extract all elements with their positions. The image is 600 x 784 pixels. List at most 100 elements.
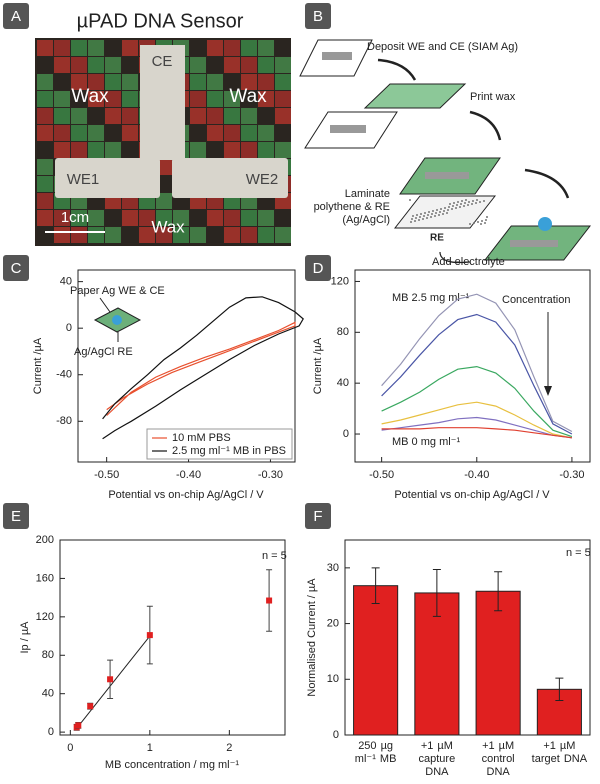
series-line — [381, 416, 572, 439]
photo-cell — [224, 227, 240, 243]
electrode — [425, 172, 469, 179]
speckle — [469, 223, 471, 225]
photo-cell — [258, 74, 274, 90]
speckle — [483, 200, 485, 202]
photo-cell — [122, 57, 138, 73]
annotation: n = 5 — [262, 550, 287, 562]
inset-droplet — [112, 315, 122, 325]
plot-frame — [77, 269, 296, 463]
photo-cell — [88, 91, 104, 107]
photo-cell — [241, 91, 257, 107]
photo-cell — [37, 142, 53, 158]
photo-cell — [37, 91, 53, 107]
photo-cell — [224, 40, 240, 56]
photo-cell — [258, 91, 274, 107]
photo-cell — [190, 142, 206, 158]
speckle — [420, 213, 422, 215]
plot-frame — [344, 539, 591, 736]
photo-cell — [275, 227, 291, 243]
photo-cell — [190, 91, 206, 107]
photo-cell — [207, 108, 223, 124]
plot-frame — [59, 539, 286, 736]
electrode — [322, 52, 352, 60]
photo-cell — [241, 57, 257, 73]
speckle — [481, 220, 483, 222]
photo-cell — [122, 142, 138, 158]
series-line — [381, 427, 572, 439]
photo-cell — [122, 40, 138, 56]
annotation: Concentration — [502, 294, 571, 306]
speckle — [438, 214, 440, 216]
photo-cell — [241, 74, 257, 90]
arrow — [469, 110, 502, 141]
photo-cell — [105, 74, 121, 90]
photo-label: Wax — [71, 86, 109, 107]
annotation: MB 2.5 mg ml⁻¹ — [392, 292, 470, 304]
speckle — [471, 203, 473, 205]
speckle — [448, 206, 450, 208]
point — [75, 722, 82, 729]
photo-cell — [37, 74, 53, 90]
y-tick-label: -80 — [56, 415, 72, 427]
speckle — [411, 218, 413, 220]
photo-cell — [275, 108, 291, 124]
series-line — [106, 321, 296, 416]
photo-cell — [258, 40, 274, 56]
speckle — [452, 205, 454, 207]
y-tick-label: 40 — [60, 276, 72, 288]
speckle — [430, 216, 432, 218]
electrode — [55, 158, 160, 198]
speckle — [459, 206, 461, 208]
diagram-re-label: RE — [430, 233, 444, 244]
arrow — [524, 168, 570, 199]
series-line — [102, 296, 304, 440]
photo-cell — [241, 108, 257, 124]
speckle — [463, 205, 465, 207]
photo-cell — [54, 74, 70, 90]
photo-cell — [275, 125, 291, 141]
photo-cell — [105, 227, 121, 243]
speckle — [467, 204, 469, 206]
photo-cell — [54, 227, 70, 243]
photo-cell — [54, 108, 70, 124]
photo-cell — [190, 74, 206, 90]
speckle — [422, 218, 424, 220]
diagram-step: Print wax — [470, 91, 516, 103]
x-tick-label: -0.50 — [369, 469, 394, 481]
photo-cell — [241, 125, 257, 141]
electrode — [140, 45, 185, 160]
photo-cell — [105, 210, 121, 226]
panel-label-box — [3, 503, 29, 529]
photo-cell — [37, 176, 53, 192]
photo-cell — [54, 57, 70, 73]
photo-cell — [173, 210, 189, 226]
photo-cell — [37, 193, 53, 209]
speckle — [465, 199, 467, 201]
speckle — [446, 212, 448, 214]
error-bar — [494, 571, 503, 612]
x-tick-label: -0.30 — [559, 469, 584, 481]
speckle — [485, 219, 487, 221]
arrow — [377, 58, 417, 81]
speckle — [428, 211, 430, 213]
y-axis-label: Current /µA — [312, 337, 324, 394]
speckle — [480, 223, 482, 225]
photo-cell — [105, 57, 121, 73]
electrode — [330, 125, 366, 133]
speckle — [432, 210, 434, 212]
photo-cell — [224, 108, 240, 124]
photo-cell — [71, 57, 87, 73]
y-tick-label: -40 — [56, 369, 72, 381]
photo-cell — [37, 210, 53, 226]
y-tick-label: 10 — [327, 673, 339, 685]
photo-cell — [88, 74, 104, 90]
speckle — [443, 210, 445, 212]
speckle — [426, 217, 428, 219]
photo-cell — [241, 40, 257, 56]
speckle — [427, 214, 429, 216]
photo-cell — [71, 40, 87, 56]
photo-cell — [122, 125, 138, 141]
y-tick-label: 40 — [337, 377, 349, 389]
photo-label: Wax — [151, 217, 185, 236]
speckle — [434, 215, 436, 217]
